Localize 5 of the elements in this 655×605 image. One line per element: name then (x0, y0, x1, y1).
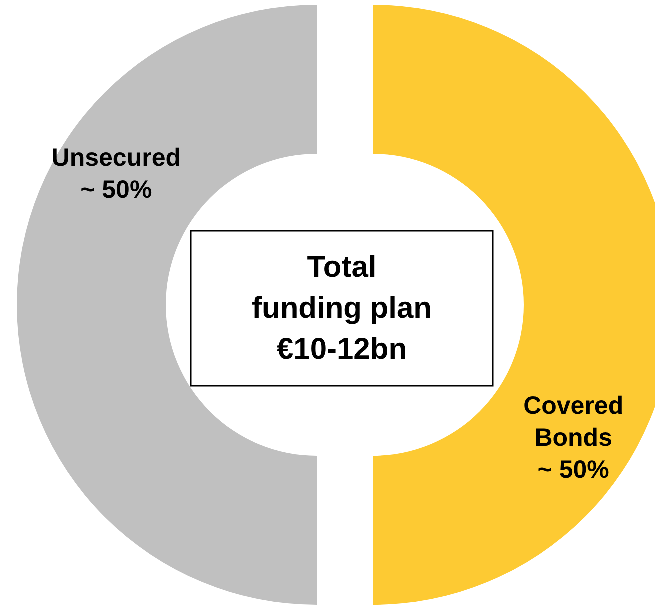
data-label: ~ 50% (538, 456, 610, 484)
slice-label: Covered Bonds (524, 392, 624, 452)
data-label: ~ 50% (80, 176, 152, 204)
slice-label: Unsecured (52, 144, 182, 172)
text: Total funding plan €10-12bn (252, 251, 432, 366)
